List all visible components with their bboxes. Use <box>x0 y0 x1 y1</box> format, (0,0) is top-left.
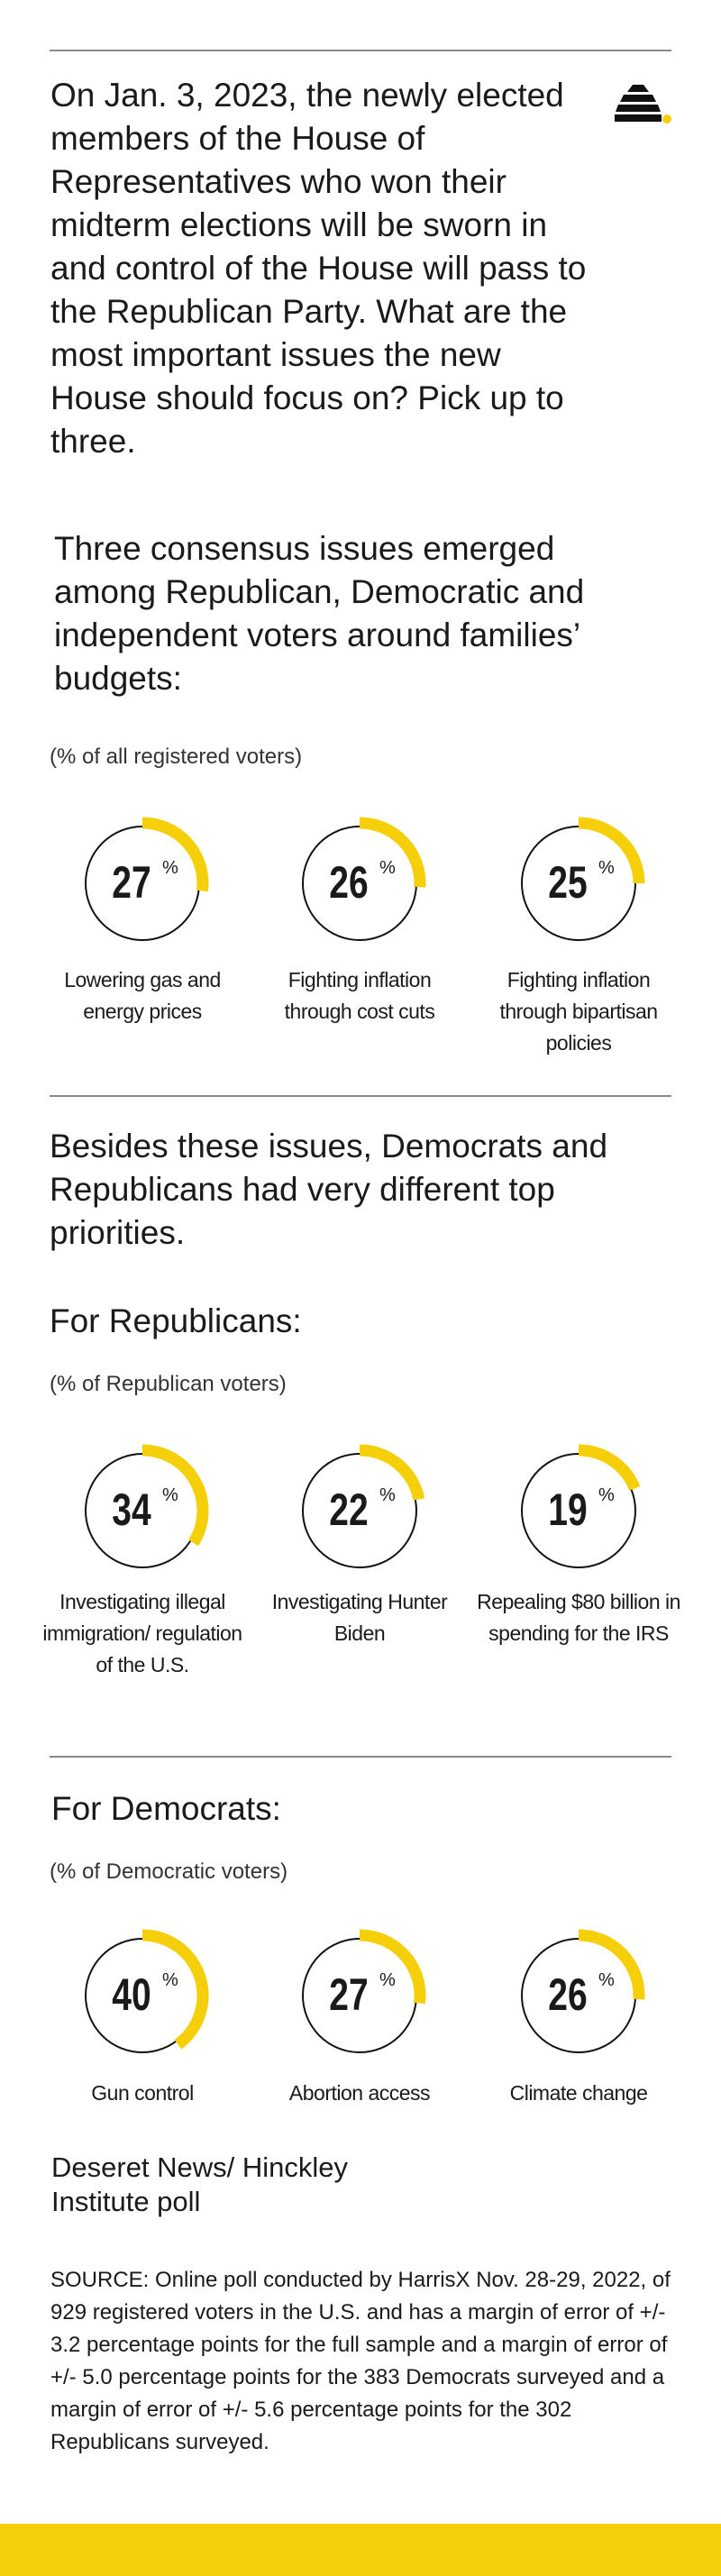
credit: Deseret News/ Hinckley Institute poll <box>51 2151 349 2217</box>
unit-label: % <box>162 1970 178 1990</box>
value-label: 34 <box>112 1484 151 1535</box>
value-label: 26 <box>329 857 369 908</box>
donut-arc <box>141 1929 209 2050</box>
donut-arc <box>359 1929 426 2005</box>
donut-arc <box>578 1444 641 1491</box>
value-label: 40 <box>112 1969 151 2020</box>
unit-label: % <box>379 1485 396 1505</box>
section-heading: Besides these issues, Democrats and Repu… <box>50 1128 608 1251</box>
logo <box>615 85 671 123</box>
divider <box>50 1756 671 1758</box>
donut-arc <box>141 817 209 892</box>
category-label: Repealing $80 billion in spending for th… <box>477 1590 680 1645</box>
donut <box>302 1929 426 2053</box>
donut <box>85 817 209 941</box>
footer-bar <box>0 2524 721 2576</box>
unit-label: % <box>598 1485 615 1505</box>
category-label: Abortion access <box>288 2081 431 2105</box>
category-label: Fighting inflation through cost cuts <box>284 968 435 1023</box>
value-label: 27 <box>112 857 151 908</box>
unit-label: % <box>162 858 178 878</box>
chart-title: Three consensus issues emerged among Rep… <box>54 530 585 697</box>
chart-subtitle: (% of Democratic voters) <box>50 1859 288 1884</box>
question: On Jan. 3, 2023, the newly elected membe… <box>50 77 587 460</box>
donut-arc <box>141 1444 209 1547</box>
value-label: 22 <box>329 1484 369 1535</box>
chart-title: For Democrats: <box>51 1790 281 1827</box>
unit-label: % <box>379 858 396 878</box>
unit-label: % <box>162 1485 178 1505</box>
donut-arc <box>359 1444 425 1501</box>
value-label: 27 <box>329 1969 369 2020</box>
value-label: 25 <box>548 857 588 908</box>
divider <box>50 50 671 51</box>
category-label: Climate change <box>509 2081 648 2105</box>
chart-subtitle: (% of all registered voters) <box>50 744 303 769</box>
donut-arc <box>578 817 645 884</box>
chart-subtitle: (% of Republican voters) <box>50 1372 287 1396</box>
donut <box>302 1444 425 1568</box>
category-label: Lowering gas and energy prices <box>64 968 221 1023</box>
donut <box>521 817 645 941</box>
value-label: 19 <box>548 1484 588 1535</box>
category-label: Fighting inflation through bipartisan po… <box>499 968 658 1055</box>
donut-arc <box>359 817 426 888</box>
category-label: Investigating illegal immigration/ regul… <box>42 1590 242 1676</box>
donut <box>85 1929 209 2053</box>
category-label: Gun control <box>91 2081 194 2105</box>
donut-arc <box>578 1929 645 2000</box>
unit-label: % <box>598 858 615 878</box>
chart-title: For Republicans: <box>50 1302 302 1339</box>
donut <box>85 1444 209 1568</box>
source: SOURCE: Online poll conducted by HarrisX… <box>50 2268 671 2454</box>
value-label: 26 <box>548 1969 588 2020</box>
donut <box>521 1444 641 1568</box>
unit-label: % <box>379 1970 396 1990</box>
category-label: Investigating Hunter Biden <box>271 1590 448 1645</box>
divider <box>50 1095 671 1097</box>
donut <box>521 1929 645 2053</box>
donut <box>302 817 426 941</box>
unit-label: % <box>598 1970 615 1990</box>
